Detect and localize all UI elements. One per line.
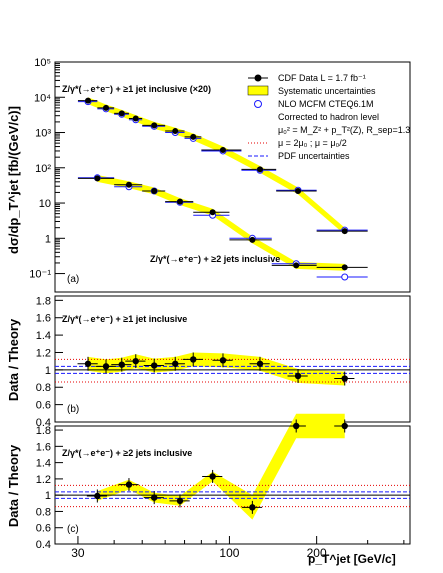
data-point xyxy=(176,198,183,205)
y-tick-label: 1 xyxy=(45,233,51,245)
y-tick-label: 10² xyxy=(35,163,51,175)
data-point xyxy=(125,181,132,188)
data-point xyxy=(190,356,197,363)
y-tick-label: 0.6 xyxy=(36,523,51,535)
data-point xyxy=(172,128,179,135)
data-point xyxy=(132,357,139,365)
data-point xyxy=(190,133,197,140)
x-tick-label: 200 xyxy=(307,546,327,560)
y-tick-label: 1.4 xyxy=(36,330,51,342)
data-point xyxy=(293,262,300,269)
legend-entry-mu: μ = 2μ₀ ; μ = μ₀/2 xyxy=(278,138,347,148)
data-point xyxy=(94,175,101,182)
y-tick-label: 1 xyxy=(45,490,51,502)
data-point xyxy=(341,264,348,271)
data-point xyxy=(292,422,300,430)
y-tick-label: 0.4 xyxy=(36,539,51,551)
y-tick-label: 1.6 xyxy=(36,441,51,453)
systematic-band xyxy=(88,97,345,235)
data-point xyxy=(151,362,158,369)
y-tick-label: 10 xyxy=(39,198,51,210)
legend-entry-theory: NLO MCFM CTEQ6.1M xyxy=(278,99,374,109)
data-point xyxy=(209,209,216,216)
data-point xyxy=(341,375,348,382)
x-tick-label: 100 xyxy=(219,546,239,560)
data-point xyxy=(102,363,110,370)
y-tick-label: 1.6 xyxy=(36,313,51,325)
y-tick-label: 0.4 xyxy=(36,417,51,429)
y-tick-label: 10⁵ xyxy=(34,57,51,69)
systematic-band xyxy=(97,413,345,520)
annotation-c: Z/γ*(→e⁺e⁻) + ≥2 jets inclusive xyxy=(62,448,192,458)
y-tick-label: 10⁻¹ xyxy=(29,269,51,281)
data-point xyxy=(295,187,302,194)
y-tick-label: 10⁴ xyxy=(34,92,51,104)
legend-entry-systematic: Systematic uncertainties xyxy=(278,86,376,96)
data-point xyxy=(341,228,348,235)
y-tick-label: 1.8 xyxy=(36,295,51,307)
panel-a-label: (a) xyxy=(67,274,79,285)
y-tick-label: 1.4 xyxy=(36,458,51,470)
data-point xyxy=(151,122,158,129)
panel-a-frame xyxy=(54,61,411,293)
data-point xyxy=(118,110,125,117)
legend-entry-pdf: PDF uncertainties xyxy=(278,151,350,161)
data-point xyxy=(132,115,139,122)
data-point xyxy=(256,360,264,367)
annotation-b: Z/γ*(→e⁺e⁻) + ≥1 jet inclusive xyxy=(62,314,187,324)
data-point xyxy=(151,494,158,501)
data-point xyxy=(172,360,179,367)
panel-b-ylabel: Data / Theory xyxy=(6,318,21,401)
panel-b: 0.4 0.6 0.8 1 1.2 1.4 1.6 1.8 xyxy=(36,295,410,429)
data-point xyxy=(151,187,158,194)
data-point xyxy=(94,492,101,500)
theory-point xyxy=(341,273,349,281)
data-point xyxy=(209,473,216,480)
data-point xyxy=(85,97,92,104)
panel-c: 0.4 0.6 0.8 1 1.2 1.4 1.6 1.8 30 100 200 xyxy=(36,413,410,560)
data-point xyxy=(249,504,256,511)
data-point xyxy=(341,422,348,430)
y-tick-label: 1.8 xyxy=(36,425,51,437)
data-point xyxy=(125,481,133,488)
panel-a-ylabel: dσ/dp_T^jet [fb/(GeV/c)] xyxy=(6,106,21,254)
data-point xyxy=(219,146,226,153)
annotation-1jet: Z/γ*(→e⁺e⁻) + ≥1 jet inclusive (×20) xyxy=(62,84,211,94)
data-point xyxy=(219,357,227,364)
y-tick-label: 0.8 xyxy=(36,382,51,394)
annotation-2jet: Z/γ*(→e⁺e⁻) + ≥2 jets inclusive xyxy=(150,254,280,264)
y-tick-label: 10³ xyxy=(35,128,51,140)
panel-b-label: (b) xyxy=(67,404,79,415)
systematic-band xyxy=(88,352,345,386)
x-axis-label: p_T^jet [GeV/c] xyxy=(308,552,396,566)
data-point xyxy=(118,361,125,368)
y-tick-label: 0.8 xyxy=(36,506,51,518)
panel-c-ylabel: Data / Theory xyxy=(6,444,21,527)
data-point xyxy=(256,166,263,173)
panel-a: 10⁵ 10⁴ 10³ 10² 10 1 10⁻¹ xyxy=(29,57,368,281)
panel-c-label: (c) xyxy=(67,524,79,535)
x-tick-label: 30 xyxy=(71,546,85,560)
y-tick-label: 1 xyxy=(45,365,51,377)
data-point xyxy=(294,372,302,380)
y-tick-label: 1.2 xyxy=(36,347,51,359)
y-tick-label: 1.2 xyxy=(36,474,51,486)
text-layer: dσ/dp_T^jet [fb/(GeV/c)] Data / Theory Dat… xyxy=(6,73,410,566)
data-point xyxy=(176,497,184,505)
legend-band-swatch xyxy=(247,85,269,96)
data-point xyxy=(103,104,110,111)
legend-entry-hadron: Corrected to hadron level xyxy=(278,112,379,122)
legend-theory-marker xyxy=(254,100,262,108)
legend-entry-data: CDF Data L = 1.7 fb⁻¹ xyxy=(278,73,366,83)
legend-entry-scale: μ₀² = M_Z² + p_T²(Z), R_sep=1.3 xyxy=(278,125,410,135)
data-point xyxy=(84,360,92,367)
y-tick-label: 0.6 xyxy=(36,400,51,412)
data-point xyxy=(249,236,256,243)
